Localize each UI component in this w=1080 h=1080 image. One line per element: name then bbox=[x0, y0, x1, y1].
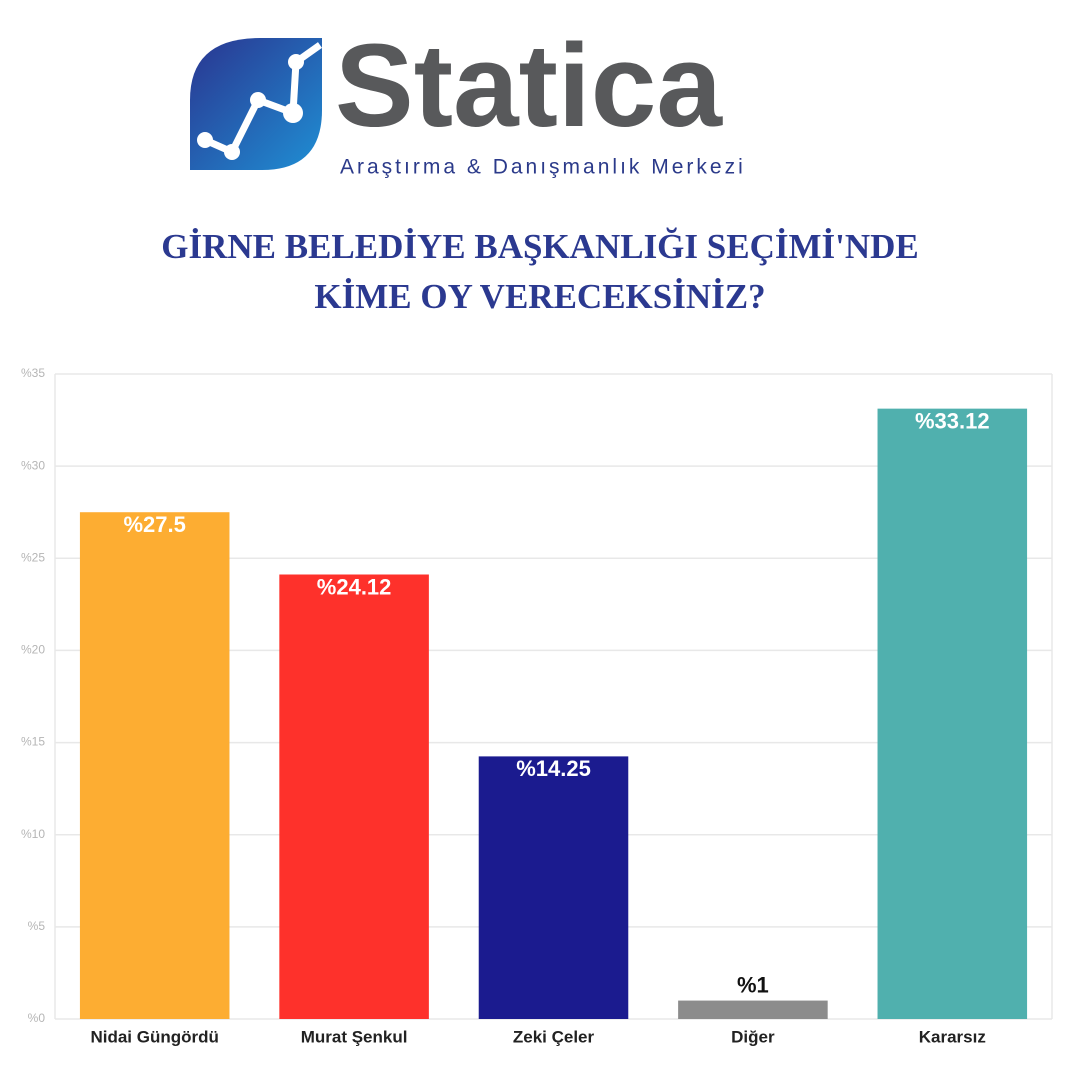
x-tick-label: Diğer bbox=[731, 1027, 775, 1046]
tagline: Araştırma & Danışmanlık Merkezi bbox=[340, 156, 746, 179]
value-label: %14.25 bbox=[516, 756, 591, 781]
value-label: %1 bbox=[737, 972, 769, 997]
chart-title: GİRNE BELEDİYE BAŞKANLIĞI SEÇİMİ'NDE KİM… bbox=[161, 227, 919, 316]
value-label: %24.12 bbox=[317, 574, 392, 599]
brand: Statica bbox=[335, 20, 723, 152]
x-tick-label: Nidai Güngördü bbox=[90, 1027, 218, 1046]
bar bbox=[678, 1000, 828, 1019]
y-tick-label: %15 bbox=[21, 735, 45, 749]
y-tick-label: %35 bbox=[21, 366, 45, 380]
y-tick-label: %0 bbox=[28, 1011, 46, 1025]
y-tick-label: %10 bbox=[21, 827, 45, 841]
bar bbox=[279, 574, 429, 1019]
bar bbox=[478, 756, 629, 1019]
x-tick-label: Murat Şenkul bbox=[301, 1027, 408, 1046]
value-label: %33.12 bbox=[915, 408, 990, 433]
bar bbox=[79, 512, 230, 1019]
bar bbox=[877, 408, 1028, 1019]
y-tick-label: %20 bbox=[21, 643, 45, 657]
y-tick-label: %30 bbox=[21, 458, 45, 472]
y-tick-label: %25 bbox=[21, 550, 45, 564]
x-tick-label: Zeki Çeler bbox=[513, 1027, 595, 1046]
x-tick-label: Kararsız bbox=[919, 1027, 986, 1046]
y-tick-label: %5 bbox=[28, 919, 46, 933]
logo-icon bbox=[190, 38, 323, 170]
value-label: %27.5 bbox=[124, 512, 186, 537]
